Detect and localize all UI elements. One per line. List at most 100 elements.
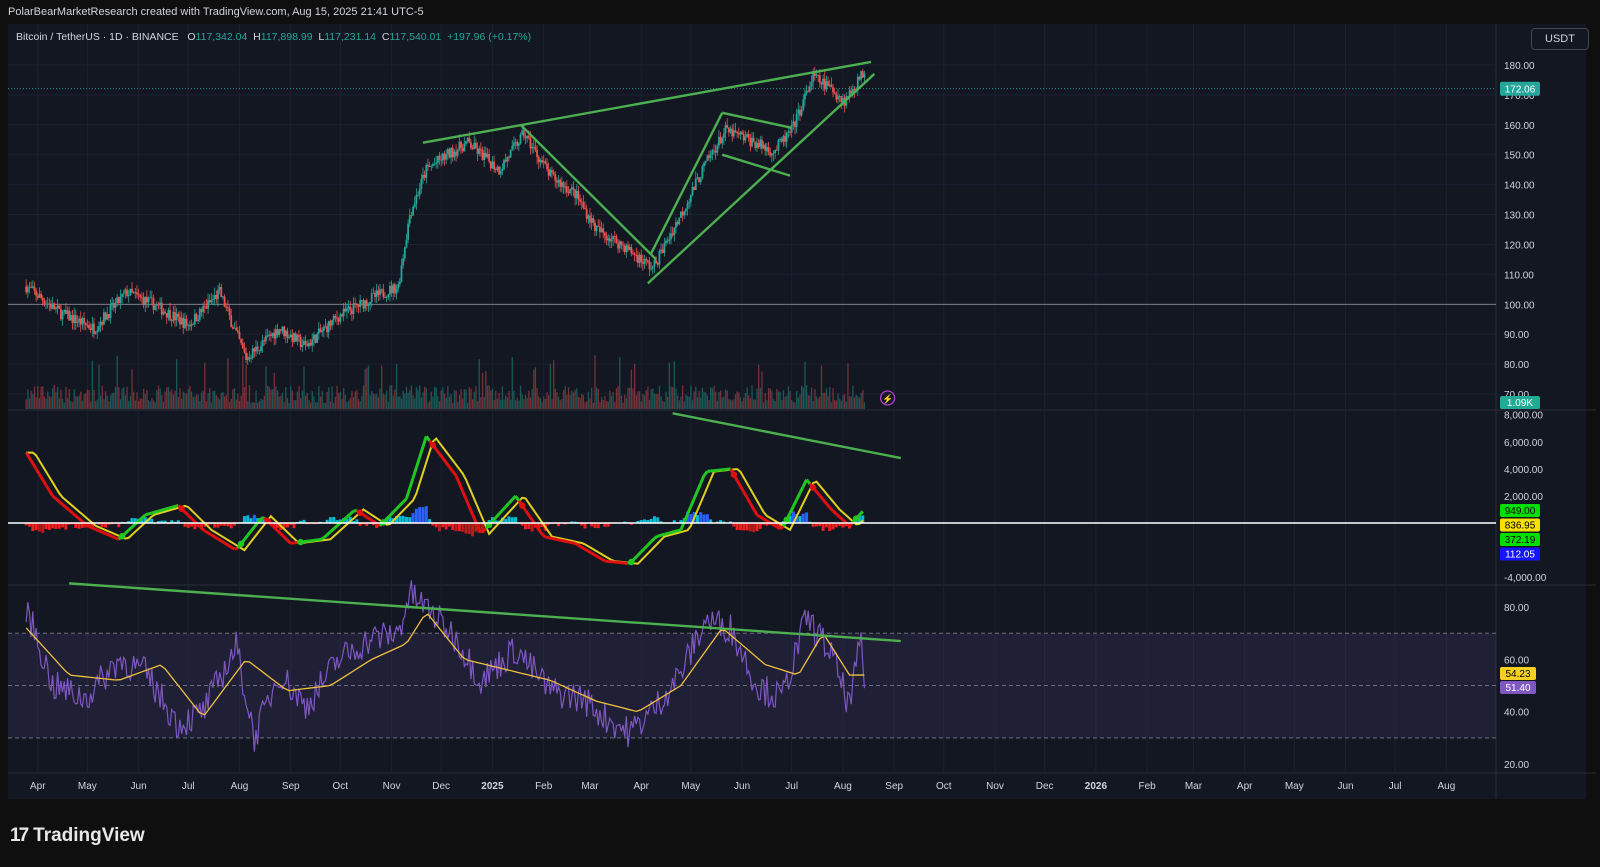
candle-body (460, 141, 462, 149)
volume-bar (776, 389, 778, 409)
candle-body (208, 300, 211, 303)
volume-bar (328, 387, 330, 409)
volume-bar (372, 393, 375, 409)
x-tick-label: May (681, 781, 700, 792)
volume-bar (136, 392, 138, 409)
osc-main-line (246, 530, 253, 537)
volume-bar (144, 393, 146, 409)
volume-bar (303, 366, 305, 409)
volume-bar (538, 396, 540, 409)
candle-body (633, 253, 636, 255)
candle-body (157, 304, 160, 306)
candle-body (390, 286, 393, 294)
volume-bar (667, 396, 669, 409)
candle-body (260, 346, 262, 352)
symbol-name[interactable]: Bitcoin / TetherUS · 1D · BINANCE (16, 31, 179, 43)
candle-body (304, 340, 307, 345)
volume-bar (240, 395, 242, 409)
osc-main-line (273, 526, 279, 532)
osc-main-line (660, 532, 665, 537)
candle-body (145, 296, 148, 303)
osc-main-line (392, 507, 398, 514)
candle-body (301, 345, 304, 348)
volume-bar (215, 395, 218, 409)
candle-body (630, 247, 633, 254)
osc-histogram-bar (262, 516, 266, 524)
volume-bar (491, 388, 494, 409)
candle-body (364, 300, 367, 309)
volume-bar (496, 398, 499, 409)
osc-main-line (464, 498, 471, 508)
candle-body (263, 340, 266, 342)
volume-bar (245, 364, 247, 409)
candle-body (688, 202, 691, 204)
volume-bar (549, 363, 551, 409)
candle-body (274, 329, 277, 339)
volume-bar (192, 396, 194, 409)
osc-main-line (534, 523, 540, 531)
tradingview-logo[interactable]: 17 TradingView (10, 825, 145, 847)
currency-button[interactable]: USDT (1531, 28, 1589, 50)
chart-canvas[interactable]: Apr May Jun Jul Aug Sep Oct Nov Dec 2025 Feb Mar Apr… (0, 24, 1600, 815)
volume-bar (199, 400, 201, 409)
candle-body (342, 308, 345, 317)
osc-main-line (286, 539, 292, 545)
candle-body (81, 317, 84, 325)
volume-bar (769, 388, 771, 409)
volume-bar (574, 390, 576, 409)
volume-bar (716, 400, 718, 409)
candle-body (777, 140, 780, 151)
volume-bar (657, 393, 659, 409)
osc-main-line (438, 452, 445, 460)
volume-bar (419, 385, 421, 409)
volume-bar (796, 390, 798, 409)
candle-body (765, 147, 768, 151)
low-label: L (318, 31, 325, 43)
chart-area[interactable]: Apr May Jun Jul Aug Sep Oct Nov Dec 2025 Feb Mar Apr… (0, 24, 1600, 815)
candle-body (223, 296, 226, 307)
volume-bar (858, 398, 861, 409)
osc-histogram-bar (156, 521, 160, 524)
osc-histogram-bar (428, 519, 432, 524)
candle-body (193, 313, 196, 325)
candle-body (367, 304, 370, 306)
candle-body (170, 320, 173, 321)
volume-bar (450, 394, 452, 409)
candle-body (231, 326, 234, 329)
candle-body (25, 286, 28, 293)
osc-main-line (657, 533, 662, 538)
osc-main-line (454, 475, 461, 485)
candle-body (549, 170, 552, 176)
osc-histogram-bar (828, 523, 832, 531)
candle-body (347, 306, 350, 309)
candle-body (400, 265, 403, 282)
volume-bar (640, 401, 642, 409)
volume-bar (677, 395, 679, 409)
volume-bar (521, 394, 523, 409)
osc-histogram-bar (596, 523, 600, 529)
candle-body (271, 332, 274, 336)
volume-bar (255, 390, 257, 409)
x-tick-label: Apr (30, 781, 46, 792)
candle-body (648, 261, 651, 270)
osc-histogram-bar (811, 523, 815, 527)
volume-bar (147, 400, 150, 409)
candle-body (238, 331, 241, 340)
candle-body (332, 315, 335, 321)
osc-main-line (28, 457, 35, 465)
osc-histogram-bar (547, 523, 551, 525)
candle-body (357, 305, 360, 308)
osc-main-line (61, 503, 67, 509)
volume-bar (475, 386, 477, 409)
volume-bar (85, 393, 87, 409)
candle-body (661, 249, 664, 253)
volume-bar (442, 387, 444, 409)
candle-body (61, 311, 64, 320)
candle-body (283, 326, 286, 336)
volume-bar (402, 390, 404, 409)
osc-histogram-bar (104, 523, 108, 528)
osc-histogram-bar (848, 523, 852, 529)
volume-bar (569, 394, 571, 409)
candle-body (245, 352, 247, 361)
volume-bar (824, 392, 826, 409)
